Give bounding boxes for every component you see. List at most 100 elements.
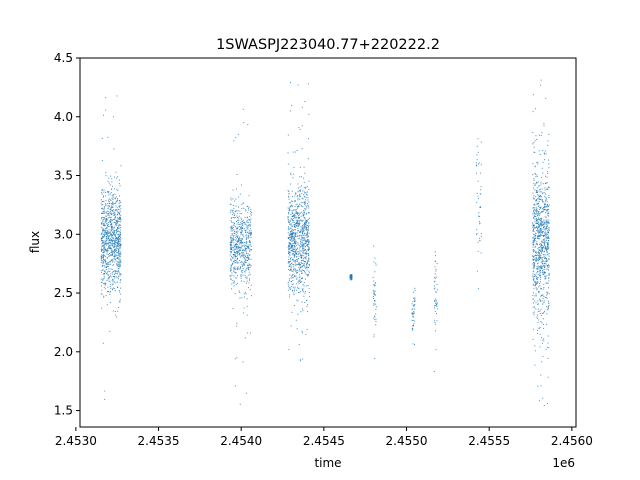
data-point [535, 287, 537, 289]
data-point [108, 242, 110, 244]
data-point [296, 256, 298, 258]
data-point [305, 252, 307, 254]
data-point [533, 265, 535, 267]
data-point [230, 197, 232, 199]
data-point [110, 205, 112, 207]
data-point [111, 254, 113, 256]
data-point [288, 221, 290, 223]
data-point [300, 271, 302, 273]
data-point [292, 289, 294, 291]
data-point [536, 237, 538, 239]
data-point [542, 242, 544, 244]
data-point [412, 308, 414, 310]
data-point [535, 191, 537, 193]
data-point [546, 225, 548, 227]
data-point [537, 227, 539, 229]
data-point [118, 214, 120, 216]
data-point [102, 279, 104, 281]
data-point [539, 346, 541, 348]
data-point [539, 245, 541, 247]
data-point [535, 256, 537, 258]
data-point [541, 339, 543, 341]
data-point [108, 217, 110, 219]
data-point [374, 316, 376, 318]
data-point [244, 257, 246, 259]
data-point [233, 282, 235, 284]
data-point [298, 220, 300, 222]
data-point [546, 219, 548, 221]
data-point [107, 274, 109, 276]
data-point [541, 247, 543, 249]
data-point [303, 295, 305, 297]
data-point [248, 244, 250, 246]
data-point [548, 258, 550, 260]
data-point [295, 226, 297, 228]
data-point [113, 247, 115, 249]
data-point [294, 195, 296, 197]
data-point [292, 220, 294, 222]
data-point [229, 243, 231, 245]
data-point [115, 270, 117, 272]
data-point [536, 243, 538, 245]
data-point [294, 151, 296, 153]
data-point [105, 282, 107, 284]
data-point [113, 116, 115, 118]
data-point [293, 242, 295, 244]
data-point [479, 206, 481, 208]
data-point [535, 259, 537, 261]
data-point [114, 234, 116, 236]
data-point [243, 293, 245, 295]
data-point [535, 282, 537, 284]
data-point [103, 278, 105, 280]
data-point [548, 196, 550, 198]
data-point [535, 222, 537, 224]
data-point [233, 245, 235, 247]
data-point [103, 189, 105, 191]
data-point [247, 224, 249, 226]
data-point [543, 240, 545, 242]
data-point [533, 244, 535, 246]
data-point [107, 224, 109, 226]
data-point [534, 166, 536, 168]
data-point [112, 204, 114, 206]
data-point [110, 247, 112, 249]
x-tick-label: 2.4550 [386, 434, 428, 448]
data-point [349, 277, 351, 279]
data-point [101, 207, 103, 209]
data-point [305, 256, 307, 258]
data-point [298, 263, 300, 265]
data-point [540, 191, 542, 193]
data-point [541, 249, 543, 251]
data-point [536, 211, 538, 213]
data-point [239, 403, 241, 405]
data-point [112, 237, 114, 239]
data-point [544, 200, 546, 202]
data-point [304, 204, 306, 206]
data-point [230, 241, 232, 243]
data-point [301, 229, 303, 231]
data-point [102, 224, 104, 226]
data-point [541, 268, 543, 270]
data-point [435, 276, 437, 278]
data-point [288, 237, 290, 239]
data-point [533, 238, 535, 240]
data-point [236, 210, 238, 212]
data-point [233, 222, 235, 224]
data-point [231, 209, 233, 211]
data-point [475, 172, 477, 174]
data-point [545, 257, 547, 259]
data-point [241, 245, 243, 247]
data-point [300, 226, 302, 228]
data-point [248, 267, 250, 269]
data-point [242, 234, 244, 236]
data-point [304, 249, 306, 251]
data-point [548, 222, 550, 224]
data-point [303, 238, 305, 240]
data-point [115, 260, 117, 262]
data-point [239, 250, 241, 252]
data-point [305, 213, 307, 215]
data-point [116, 310, 118, 312]
data-point [534, 213, 536, 215]
data-point [297, 238, 299, 240]
data-point [295, 219, 297, 221]
